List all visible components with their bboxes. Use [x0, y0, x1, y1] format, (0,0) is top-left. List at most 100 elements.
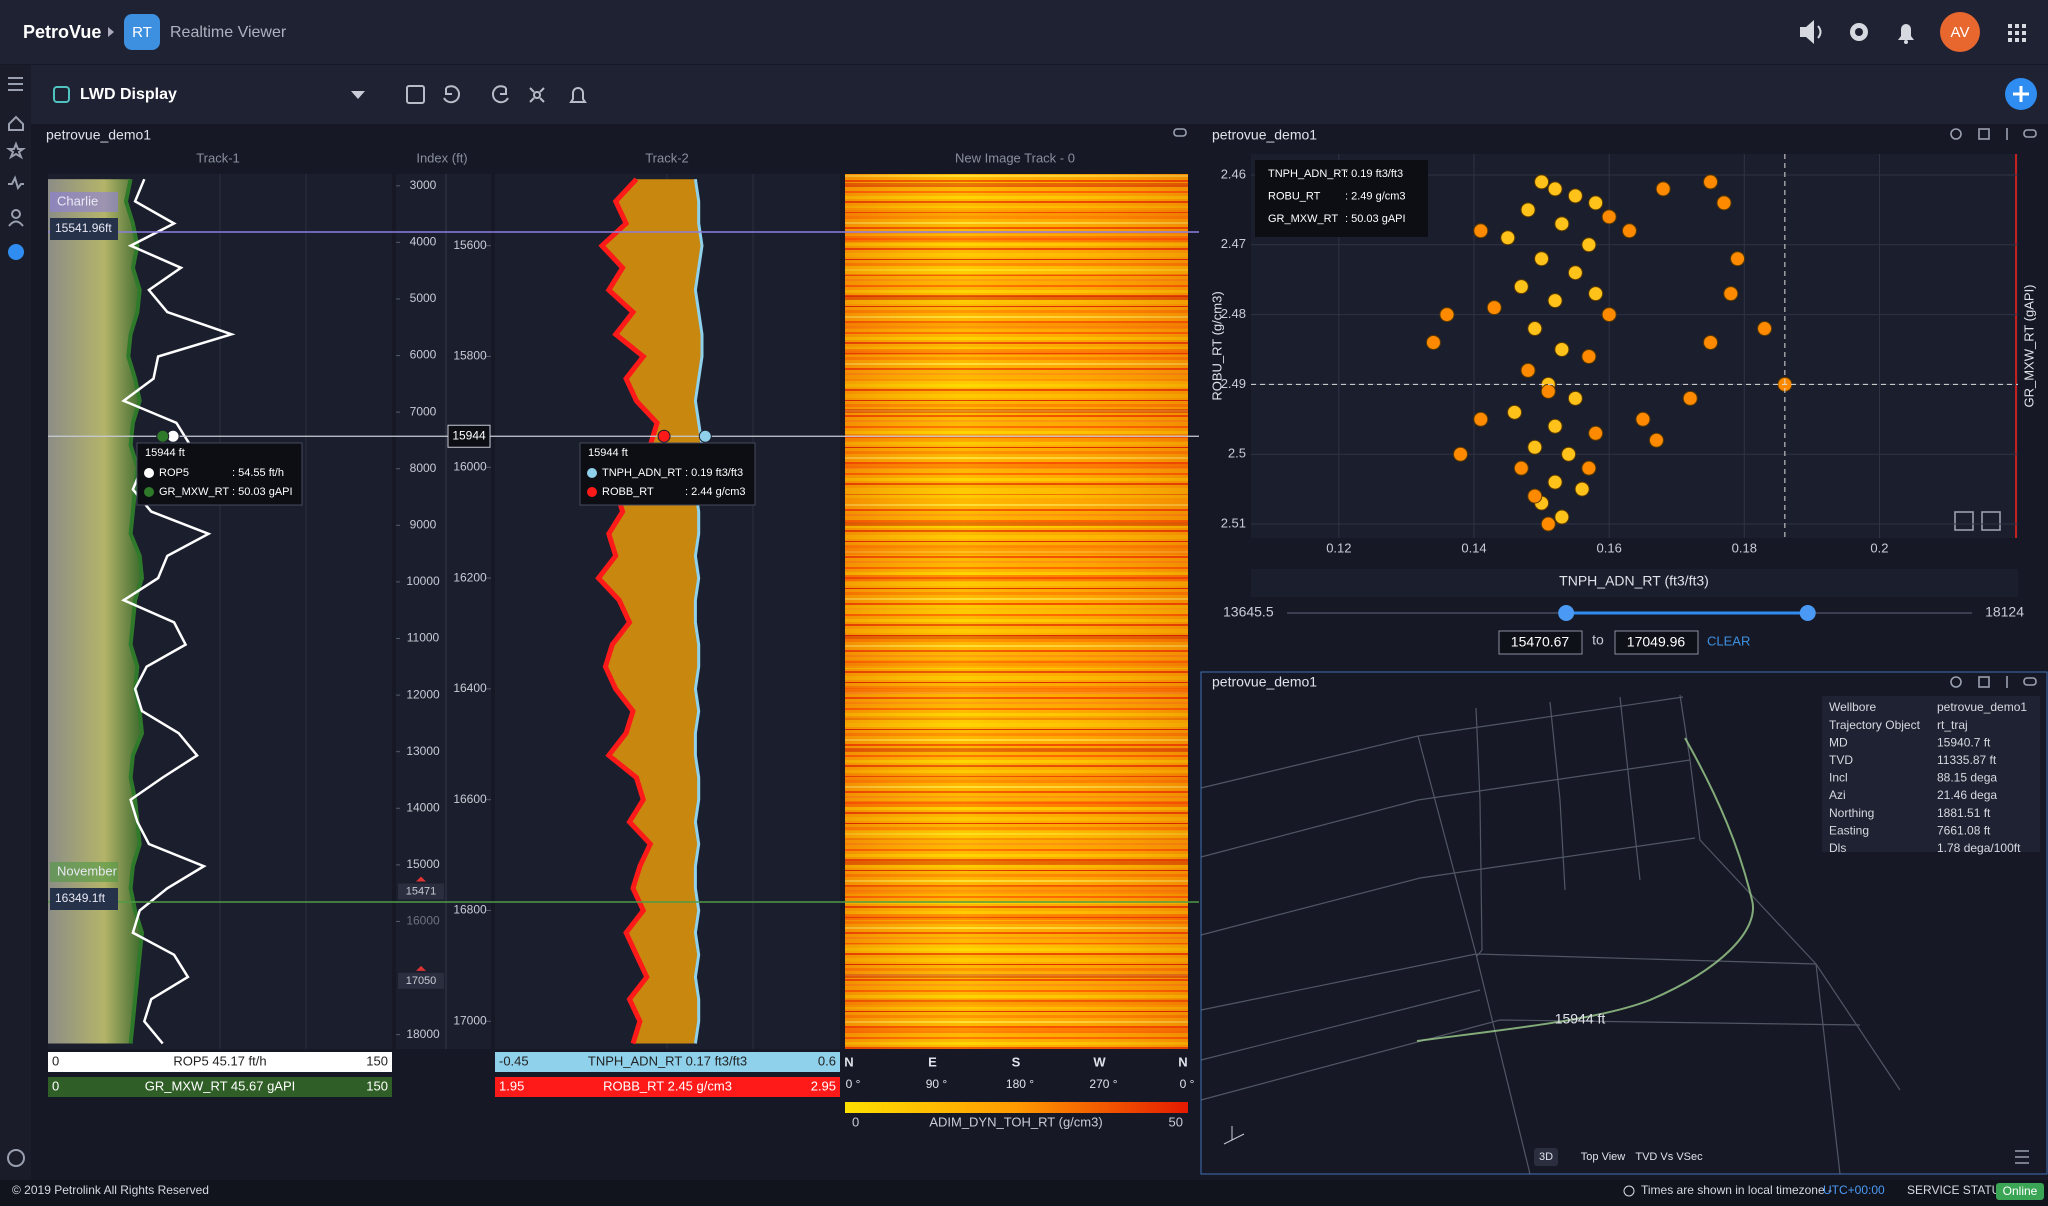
scatter-point — [1704, 336, 1718, 350]
scatter-point — [1656, 182, 1670, 196]
slider-max: 18124 — [1985, 604, 2024, 620]
info-value: 1.78 dega/100ft — [1937, 841, 2021, 855]
info-value: 1881.51 ft — [1937, 806, 1991, 820]
scatter-point — [1582, 349, 1596, 363]
slider-handle[interactable] — [1800, 605, 1816, 621]
track-title: Track-1 — [196, 150, 240, 165]
info-key: Easting — [1829, 823, 1869, 837]
top-bar — [0, 0, 2048, 64]
legend-min: 0 — [52, 1078, 59, 1093]
range-from: 15470.67 — [1511, 634, 1570, 650]
brand: PetroVue — [23, 22, 101, 42]
scatter-point — [1589, 426, 1603, 440]
tooltip-swatch — [144, 468, 154, 478]
view-label[interactable]: Top View — [1581, 1151, 1625, 1163]
legend-title: GR_MXW_RT 45.67 gAPI — [145, 1078, 296, 1093]
marker-name: Charlie — [57, 193, 98, 208]
y-tick-label: 2.47 — [1221, 236, 1246, 251]
tooltip-swatch — [587, 468, 597, 478]
index-tick-label: 15800 — [453, 349, 487, 363]
tooltip-name: GR_MXW_RT — [1268, 213, 1338, 225]
marker-name: November — [57, 863, 118, 878]
info-key: Trajectory Object — [1829, 718, 1921, 732]
direction-label: N — [1178, 1054, 1187, 1069]
tooltip-name: ROP5 — [159, 467, 189, 479]
cursor-dot — [157, 430, 169, 442]
track-title: New Image Track - 0 — [955, 150, 1075, 165]
marker-depth: 16349.1ft — [55, 891, 106, 905]
cursor-label: 15944 — [452, 428, 486, 442]
overview-tick-label: 11000 — [407, 631, 440, 645]
x-tick-label: 0.2 — [1870, 540, 1888, 555]
info-key: TVD — [1829, 753, 1853, 767]
scatter-point — [1683, 391, 1697, 405]
overview-tick-label: 3000 — [410, 178, 437, 192]
image-shade — [845, 174, 1188, 1049]
index-tick-label: 16600 — [453, 792, 487, 806]
info-value: 7661.08 ft — [1937, 823, 1991, 837]
x-axis-label: TNPH_ADN_RT (ft3/ft3) — [1559, 573, 1709, 589]
clear-button[interactable]: CLEAR — [1707, 633, 1750, 648]
colorbar-max: 50 — [1169, 1114, 1183, 1129]
y-axis-label: ROBU_RT (g/cm3) — [1209, 291, 1224, 400]
tooltip-value: : 54.55 ft/h — [232, 467, 284, 479]
slider-handle[interactable] — [1558, 605, 1574, 621]
scatter-point — [1555, 217, 1569, 231]
scatter-point — [1541, 384, 1555, 398]
scatter-point — [1453, 447, 1467, 461]
y-tick-label: 2.49 — [1221, 376, 1246, 391]
scatter-point — [1541, 517, 1555, 531]
scatter-point — [1548, 475, 1562, 489]
track-title: Index (ft) — [416, 150, 467, 165]
overview-tick-label: 16000 — [406, 914, 440, 928]
info-key: Dls — [1829, 841, 1846, 855]
point-label: 15944 ft — [1555, 1011, 1606, 1027]
scatter-point — [1535, 252, 1549, 266]
scatter-point — [1622, 224, 1636, 238]
sidebar — [0, 65, 31, 1180]
scatter-point — [1636, 412, 1650, 426]
scatter-point — [1758, 322, 1772, 336]
legend-title: ROP5 45.17 ft/h — [173, 1053, 266, 1068]
sidebar-add[interactable] — [8, 244, 24, 260]
scatter-point — [1582, 238, 1596, 252]
y-tick-label: 2.51 — [1221, 515, 1246, 530]
index-tick-label: 16000 — [453, 459, 487, 473]
badge: RT — [132, 24, 152, 41]
info-key: Wellbore — [1829, 700, 1876, 714]
tooltip-swatch — [587, 487, 597, 497]
tooltip-header: 15944 ft — [588, 447, 628, 459]
scatter-point — [1521, 363, 1535, 377]
info-value: rt_traj — [1937, 718, 1968, 732]
scatter-point — [1649, 433, 1663, 447]
scatter-point — [1508, 405, 1522, 419]
scatter-point — [1548, 419, 1562, 433]
tooltip-swatch — [144, 487, 154, 497]
overview-tick-label: 15000 — [406, 857, 440, 871]
x-tick-label: 0.16 — [1597, 540, 1622, 555]
legend-max: 150 — [366, 1053, 388, 1068]
y-tick-label: 2.48 — [1221, 306, 1246, 321]
direction-label: N — [844, 1054, 853, 1069]
view-label[interactable]: TVD Vs VSec — [1635, 1151, 1703, 1163]
toolbar — [31, 65, 2048, 124]
angle-label: 180 ° — [1006, 1077, 1034, 1091]
scatter-point — [1548, 294, 1562, 308]
overview-tick-label: 12000 — [406, 687, 440, 701]
tooltip-name: GR_MXW_RT — [159, 486, 229, 498]
panel-title: petrovue_demo1 — [46, 127, 151, 143]
info-value: 15940.7 ft — [1937, 735, 1991, 749]
tooltip-name: TNPH_ADN_RT — [602, 467, 682, 479]
tooltip-header: 15944 ft — [145, 447, 185, 459]
tooltip-value: : 2.49 g/cm3 — [1345, 190, 1406, 202]
scatter-point — [1440, 308, 1454, 322]
scatter-point — [1474, 224, 1488, 238]
x-tick-label: 0.12 — [1326, 540, 1351, 555]
status-state: Online — [2003, 1184, 2038, 1198]
scatter-point — [1528, 489, 1542, 503]
scatter-point — [1568, 266, 1582, 280]
apps-icon[interactable] — [2008, 24, 2026, 42]
tooltip-value: : 0.19 ft3/ft3 — [685, 467, 743, 479]
scatter-point — [1589, 287, 1603, 301]
view-label[interactable]: 3D — [1539, 1151, 1553, 1163]
